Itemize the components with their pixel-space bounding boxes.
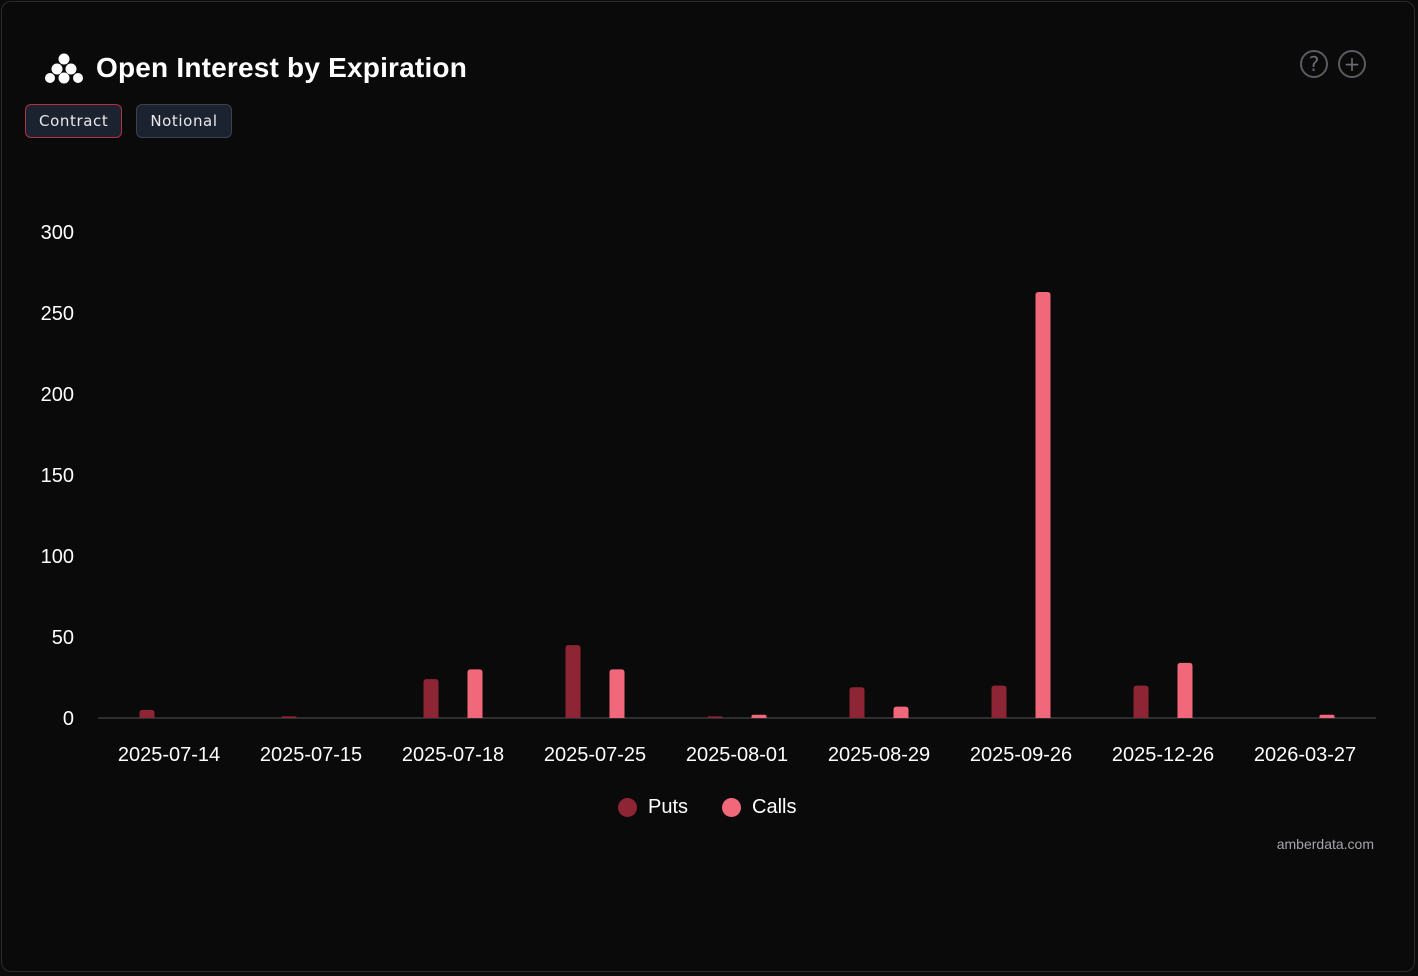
puts-bar bbox=[139, 709, 155, 718]
unit-toggle-group: Contract Notional bbox=[25, 104, 232, 138]
calls-bar bbox=[1035, 291, 1051, 718]
x-tick-label: 2025-07-14 bbox=[118, 744, 220, 766]
notional-toggle-button[interactable]: Notional bbox=[136, 104, 232, 138]
x-tick-label: 2026-03-27 bbox=[1254, 744, 1356, 766]
y-tick-label: 0 bbox=[63, 708, 74, 730]
calls-bar bbox=[1177, 662, 1193, 718]
calls-bar bbox=[893, 706, 909, 718]
y-tick-label: 150 bbox=[41, 465, 74, 487]
x-tick-label: 2025-08-01 bbox=[686, 744, 788, 766]
calls-dot-icon bbox=[722, 798, 742, 817]
legend-label-calls: Calls bbox=[752, 796, 797, 818]
header: Open Interest by Expiration bbox=[44, 50, 467, 86]
y-tick-label: 200 bbox=[41, 384, 74, 406]
puts-dot-icon bbox=[618, 798, 637, 817]
y-tick-label: 300 bbox=[41, 222, 74, 244]
contract-toggle-button[interactable]: Contract bbox=[25, 104, 123, 138]
calls-bar bbox=[751, 714, 767, 718]
legend: Puts Calls bbox=[618, 796, 796, 819]
x-tick-label: 2025-07-15 bbox=[260, 744, 362, 766]
x-tick-label: 2025-08-29 bbox=[828, 744, 930, 766]
x-tick-label: 2025-12-26 bbox=[1112, 744, 1214, 766]
x-tick-label: 2025-07-25 bbox=[544, 744, 646, 766]
x-tick-label: 2025-07-18 bbox=[402, 744, 504, 766]
add-icon[interactable]: + bbox=[1338, 50, 1366, 78]
legend-label-puts: Puts bbox=[648, 796, 689, 818]
x-tick-label: 2025-09-26 bbox=[970, 744, 1072, 766]
help-icon[interactable]: ? bbox=[1300, 50, 1328, 78]
puts-bar bbox=[1133, 685, 1149, 718]
legend-item-puts[interactable]: Puts bbox=[618, 796, 688, 819]
calls-bar bbox=[609, 669, 625, 718]
y-tick-label: 50 bbox=[52, 627, 74, 649]
puts-bar bbox=[991, 685, 1007, 718]
y-tick-label: 250 bbox=[41, 303, 74, 325]
puts-bar bbox=[849, 687, 865, 718]
puts-bar bbox=[707, 716, 723, 718]
legend-item-calls[interactable]: Calls bbox=[722, 796, 796, 819]
calls-bar bbox=[467, 669, 483, 718]
page-title: Open Interest by Expiration bbox=[96, 52, 468, 83]
calls-bar bbox=[1319, 714, 1335, 718]
source-credit[interactable]: amberdata.com bbox=[1276, 836, 1374, 852]
puts-bar bbox=[423, 679, 439, 718]
amberdata-logo-icon bbox=[45, 53, 83, 84]
puts-bar bbox=[281, 716, 297, 718]
puts-bar bbox=[565, 645, 581, 718]
y-tick-label: 100 bbox=[41, 546, 74, 568]
